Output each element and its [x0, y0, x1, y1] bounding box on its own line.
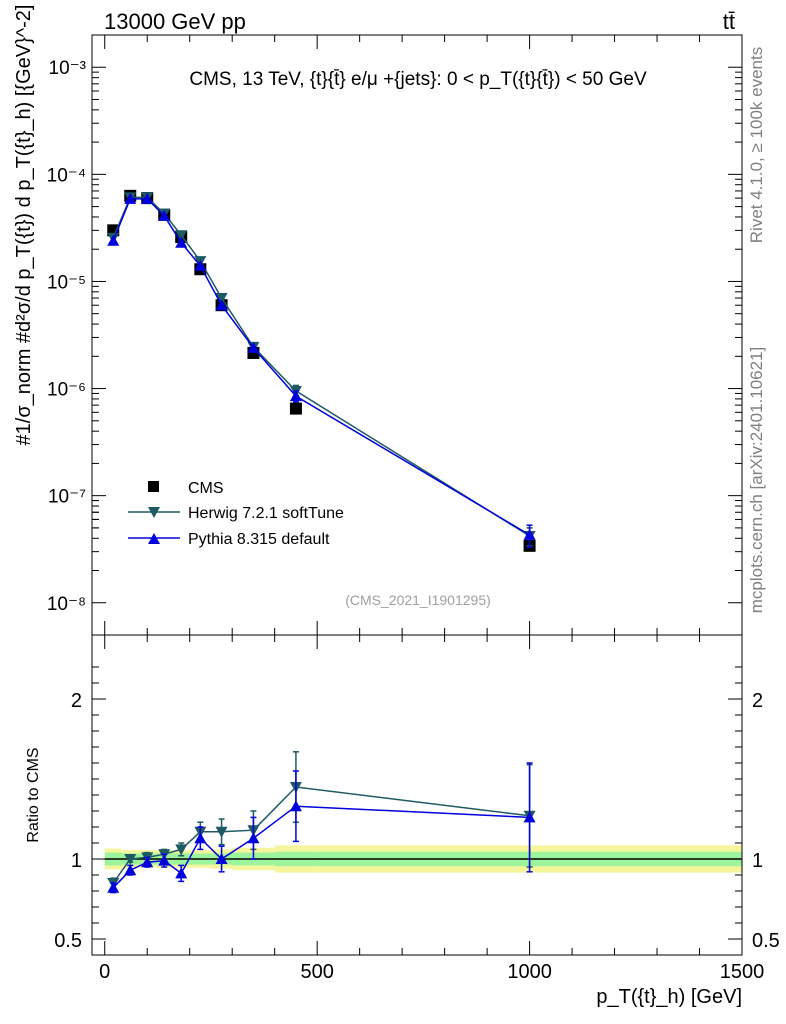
x-tick-label: 1500 [720, 961, 765, 983]
y-tick-label: 10⁻⁴ [47, 165, 86, 186]
legend-marker-cms [148, 481, 159, 492]
ratio-point-triangle-up [158, 854, 171, 866]
ratio-point-triangle-down [175, 844, 188, 856]
ratio-y-tick-label-left: 1 [71, 850, 82, 872]
y-axis-label: #1/σ_norm #d²σ/d p_T({t}) d p_T({t}_h) [… [13, 5, 35, 446]
mcplots-label: mcplots.cern.ch [arXiv:2401.10621] [747, 347, 766, 613]
data-point-triangle-up [107, 234, 120, 246]
data-point-triangle-up [523, 528, 536, 540]
ratio-point-triangle-up [107, 881, 120, 893]
ratio-y-tick-label-right: 0.5 [752, 930, 780, 952]
legend-marker-herwig [148, 507, 160, 518]
ratio-y-tick-label-left: 2 [71, 690, 82, 712]
data-point-triangle-up [175, 236, 188, 248]
data-point-triangle-down [215, 293, 228, 305]
y-tick-label: 10⁻⁶ [47, 380, 86, 401]
ratio-plot-frame [91, 634, 743, 956]
data-point-triangle-down [175, 230, 188, 242]
legend-label-pythia: Pythia 8.315 default [188, 531, 330, 548]
main-plot-panel: CMS, 13 TeV, {t}{t̄} e/μ +{jets}: 0 < p_… [13, 5, 743, 636]
process-label: tt̄ [723, 9, 735, 34]
ratio-point-triangle-up [215, 853, 228, 864]
plot-title: CMS, 13 TeV, {t}{t̄} e/μ +{jets}: 0 < p_… [189, 69, 647, 90]
x-axis-label: p_T({t}_h) [GeV] [596, 986, 742, 1008]
energy-label: 13000 GeV pp [104, 9, 246, 34]
data-point-triangle-up [141, 192, 154, 204]
series-line-triangle-up [112, 198, 530, 536]
ratio-point-triangle-up [141, 856, 154, 868]
y-tick-label: 10⁻⁷ [48, 487, 86, 508]
ratio-point-triangle-down [215, 826, 228, 838]
ratio-point-triangle-up [289, 800, 302, 812]
y-tick-label: 10⁻⁸ [47, 594, 86, 615]
ratio-line-triangle-up [112, 805, 530, 889]
ratio-point-triangle-up [247, 832, 260, 844]
ratio-y-axis-label: Ratio to CMS [25, 747, 42, 842]
ratio-point-triangle-down [124, 854, 137, 865]
rivet-version-label: Rivet 4.1.0, ≥ 100k events [747, 47, 766, 243]
ratio-point-triangle-up [194, 832, 207, 844]
ratio-point-triangle-up [175, 867, 188, 879]
data-point-triangle-up [158, 209, 171, 221]
legend-marker-pythia [148, 533, 160, 544]
data-point-square [289, 402, 302, 415]
y-tick-label: 10⁻³ [49, 58, 87, 79]
x-tick-label: 0 [99, 961, 110, 983]
ratio-plot-panel: Ratio to CMS p_T({t}_h) [GeV] 0.5 0.5 1 1 2 2… [25, 634, 780, 1008]
data-point-triangle-up [194, 259, 207, 271]
ratio-line-triangle-down [112, 786, 530, 884]
series-line-triangle-down [112, 196, 530, 537]
data-point-triangle-up [289, 390, 302, 402]
data-point-triangle-up [247, 341, 260, 353]
ratio-point-triangle-up [523, 811, 536, 823]
ratio-y-tick-label-left: 0.5 [54, 930, 82, 952]
y-tick-label: 10⁻⁵ [47, 272, 86, 293]
ratio-y-tick-label-right: 2 [752, 690, 763, 712]
x-tick-label: 1000 [507, 961, 552, 983]
legend-label-herwig: Herwig 7.2.1 softTune [188, 505, 344, 522]
data-point-triangle-up [215, 299, 228, 311]
data-point-triangle-up [124, 192, 137, 204]
legend-label-cms: CMS [188, 480, 224, 497]
ratio-y-tick-label-right: 1 [752, 850, 763, 872]
analysis-label: (CMS_2021_I1901295) [345, 592, 491, 608]
ratio-point-triangle-up [124, 864, 137, 876]
legend: CMS Herwig 7.2.1 softTune Pythia 8.315 d… [128, 480, 344, 548]
x-tick-label: 500 [300, 961, 333, 983]
